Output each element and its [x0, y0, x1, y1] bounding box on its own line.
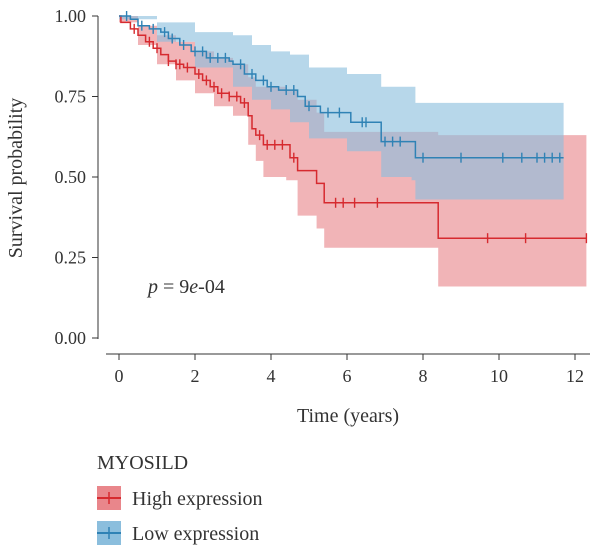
- p-value-annotation: p = 9e-04: [146, 276, 225, 298]
- p-exponent: -04: [198, 276, 225, 298]
- legend-label-high: High expression: [132, 488, 263, 510]
- confidence-band-low: [119, 16, 564, 200]
- survival-curve-low: [119, 15, 564, 159]
- y-tick-label: 0.50: [55, 167, 87, 187]
- x-axis-title: Time (years): [297, 405, 399, 427]
- y-tick-label: 0.00: [55, 328, 87, 348]
- x-tick-label: 12: [566, 366, 584, 386]
- y-axis-title: Survival probability: [5, 98, 27, 259]
- x-tick-label: 10: [490, 366, 508, 386]
- x-tick-label: 4: [267, 366, 276, 386]
- x-axis: 0 2 4 6 8 10 12: [106, 353, 590, 386]
- x-tick-label: 2: [191, 366, 200, 386]
- x-tick-label: 0: [115, 366, 124, 386]
- p-equals: = 9: [158, 276, 189, 298]
- e-symbol: e: [189, 276, 198, 298]
- x-tick-label: 6: [343, 366, 352, 386]
- y-tick-label: 0.25: [55, 248, 87, 268]
- y-tick-label: 1.00: [55, 6, 87, 26]
- legend-item-high: High expression: [97, 486, 263, 510]
- legend-title: MYOSILD: [97, 452, 188, 474]
- legend-label-low: Low expression: [132, 523, 259, 545]
- legend-item-low: Low expression: [97, 521, 259, 545]
- censor-marks: [125, 11, 588, 244]
- x-tick-label: 8: [419, 366, 428, 386]
- confidence-bands: [119, 16, 587, 287]
- p-symbol: p: [146, 276, 158, 298]
- y-axis: 0.00 0.25 0.50 0.75 1.00: [55, 6, 99, 348]
- y-tick-label: 0.75: [55, 87, 87, 107]
